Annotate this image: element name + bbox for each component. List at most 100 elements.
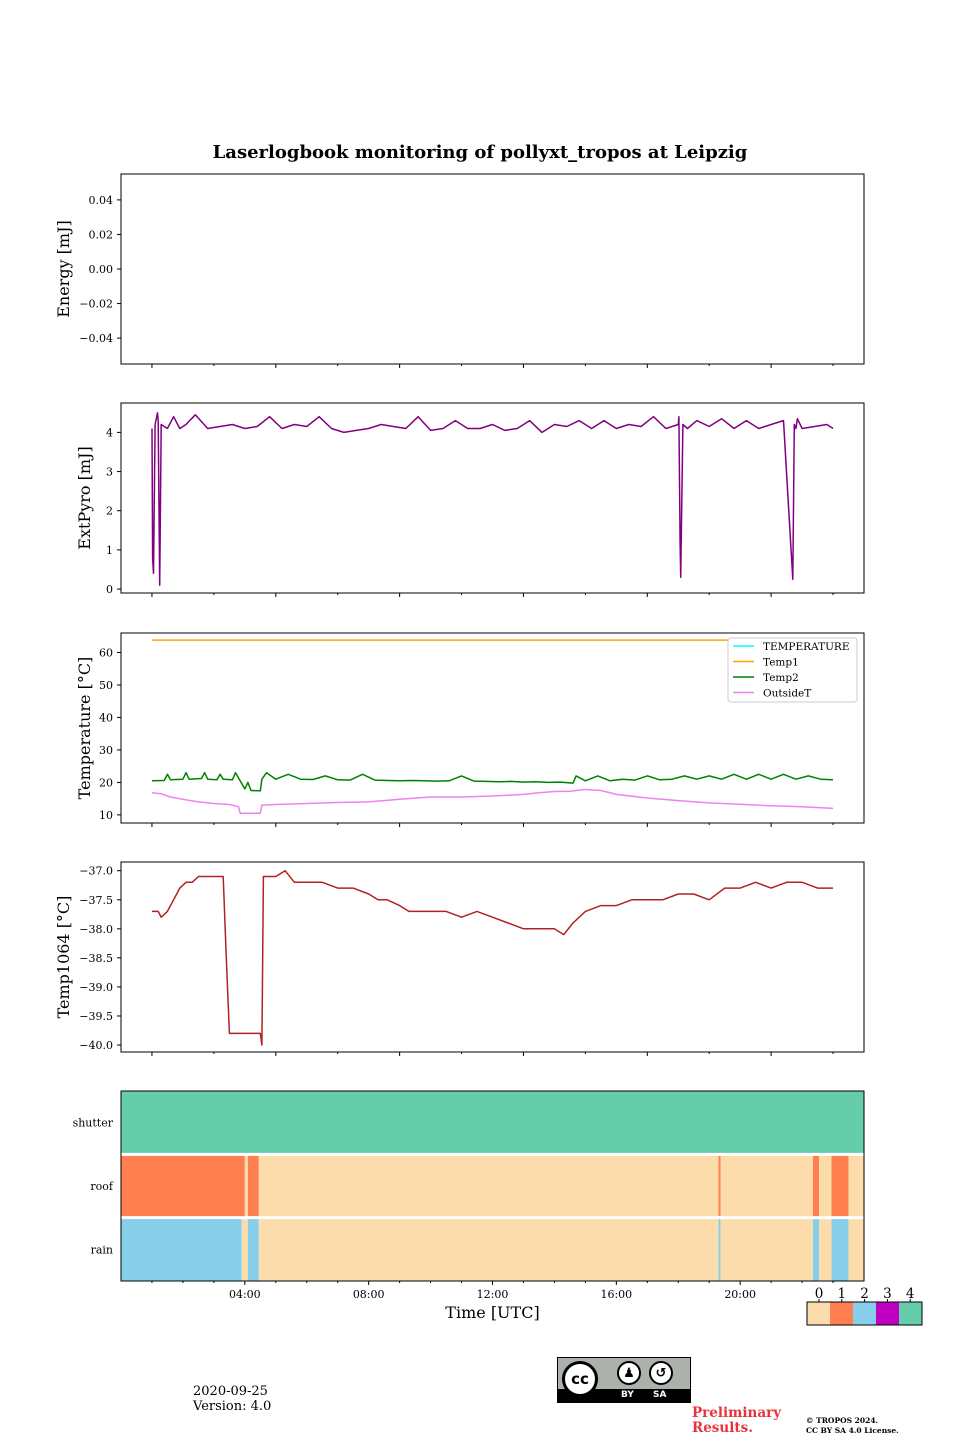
status-rain-segment [848,1217,864,1281]
status-rain-segment [121,1217,242,1281]
legend-label-Temp1: Temp1 [763,657,799,669]
row-label-shutter: shutter [73,1117,114,1130]
figure-title: Laserlogbook monitoring of pollyxt_tropo… [213,142,748,163]
colorbar-cell-2 [853,1302,876,1325]
status-rain-segment [720,1217,813,1281]
temperature-ytick-label: 50 [99,679,113,692]
energy-ytick-label: 0.00 [89,263,114,276]
status-rain-segment [812,1217,820,1281]
status-roof-segment [121,1154,245,1218]
series-OutsideT [151,788,834,815]
status-roof-segment [258,1154,719,1218]
copyright-line-1: © TROPOS 2024. [806,1416,879,1425]
colorbar-cell-3 [876,1302,899,1325]
extpyro-frame [120,402,865,594]
preliminary-line-2: Results. [692,1420,753,1436]
status-rain-segment [718,1217,721,1281]
chart-energy: 0.04 0.02 0.00 −0.02 −0.04 Energy [mJ] [54,173,865,368]
series-Temp1064 [152,869,833,1046]
energy-ytick-label: −0.02 [79,298,113,311]
status-roof-segment [720,1154,813,1218]
status-roof-segment [848,1154,864,1218]
status-rain-segment [258,1217,719,1281]
xtick-label: 16:00 [600,1288,632,1301]
extpyro-ytick-label: 4 [106,426,113,439]
xtick-label: 08:00 [353,1288,385,1301]
temperature-ylabel: Temperature [°C] [75,657,94,800]
status-roof-segment [812,1154,820,1218]
energy-ylabel: Energy [mJ] [54,220,73,318]
temperature-ytick-label: 40 [99,711,113,724]
sa-label: SA [653,1390,667,1400]
chart-status: shutter roof rain 04:00 08:00 12:00 16:00 20:00… [73,1090,923,1326]
legend-box [727,637,858,703]
xtick-label: 12:00 [477,1288,509,1301]
legend-label-TEMPERATURE: TEMPERATURE [763,641,850,653]
copyright-note: © TROPOS 2024. CC BY SA 4.0 License. [806,1416,899,1436]
colorbar-tick-1: 1 [838,1286,847,1302]
temp1064-ytick-label: −37.0 [79,865,113,878]
colorbar-tick-4: 4 [906,1286,915,1302]
status-roof-segment [718,1154,721,1218]
temperature-ytick-label: 30 [99,744,113,757]
preliminary-note: Preliminary Results. [692,1406,781,1436]
status-roof-segment [247,1154,259,1218]
temperature-ytick-label: 10 [99,809,113,822]
status-shutter-segment [121,1091,864,1155]
xtick-label: 20:00 [724,1288,756,1301]
temp1064-frame [120,861,865,1053]
temp1064-ytick-label: −37.5 [79,894,113,907]
legend-label-Temp2: Temp2 [763,672,799,684]
energy-ytick-label: 0.02 [89,228,114,241]
preliminary-line-1: Preliminary [692,1405,782,1421]
by-label: BY [621,1390,634,1400]
status-rain-segment [247,1217,259,1281]
extpyro-ytick-label: 2 [106,505,113,518]
extpyro-ytick-label: 0 [106,583,113,596]
version-label: Version: 4.0 [193,1399,272,1414]
colorbar-frame [806,1301,923,1326]
series-ExtPyro [151,412,834,586]
status-roof-segment [819,1154,832,1218]
footer-date-version: 2020-09-25 Version: 4.0 [193,1384,271,1414]
copyright-line-2: CC BY SA 4.0 License. [806,1426,899,1435]
temperature-ytick-label: 20 [99,776,113,789]
series-Temp2 [151,771,834,792]
temp1064-ytick-label: −39.0 [79,981,113,994]
row-label-roof: roof [90,1180,114,1193]
date-label: 2020-09-25 [193,1384,268,1399]
temperature-ytick-label: 60 [99,646,113,659]
xtick-label: 04:00 [229,1288,261,1301]
energy-frame [120,173,865,365]
colorbar-cell-1 [830,1302,853,1325]
status-rain-segment [241,1217,248,1281]
colorbar-tick-2: 2 [860,1286,869,1302]
extpyro-ytick-label: 3 [106,466,113,479]
status-rain-segment [819,1217,832,1281]
temperature-legend: TEMPERATURE Temp1 Temp2 OutsideT [727,637,858,703]
person-icon: ♟ [617,1361,641,1385]
colorbar-cell-4 [899,1302,922,1325]
status-roof-segment [831,1154,849,1218]
cc-by-sa-badge: cc ♟ ↺ BY SA [557,1357,691,1403]
energy-ytick-label: −0.04 [79,332,113,345]
status-rain-segment [831,1217,849,1281]
chart-temp1064: −37.0 −37.5 −38.0 −38.5 −39.0 −39.5 −40.0 Temp1… [54,861,865,1056]
legend-label-OutsideT: OutsideT [763,688,811,700]
colorbar-tick-0: 0 [815,1286,824,1302]
energy-ytick-label: 0.04 [89,194,114,207]
colorbar-tick-3: 3 [883,1286,892,1302]
cc-icon: cc [562,1361,598,1397]
extpyro-ylabel: ExtPyro [mJ] [75,446,94,549]
row-label-rain: rain [91,1243,113,1256]
status-roof-segment [244,1154,248,1218]
chart-extpyro: 0 1 2 3 4 ExtPyro [mJ] [75,402,865,597]
temp1064-ytick-label: −38.0 [79,923,113,936]
extpyro-ytick-label: 1 [106,544,113,557]
temp1064-ytick-label: −39.5 [79,1010,113,1023]
temp1064-ytick-label: −40.0 [79,1039,113,1052]
temp1064-ylabel: Temp1064 [°C] [54,896,73,1019]
